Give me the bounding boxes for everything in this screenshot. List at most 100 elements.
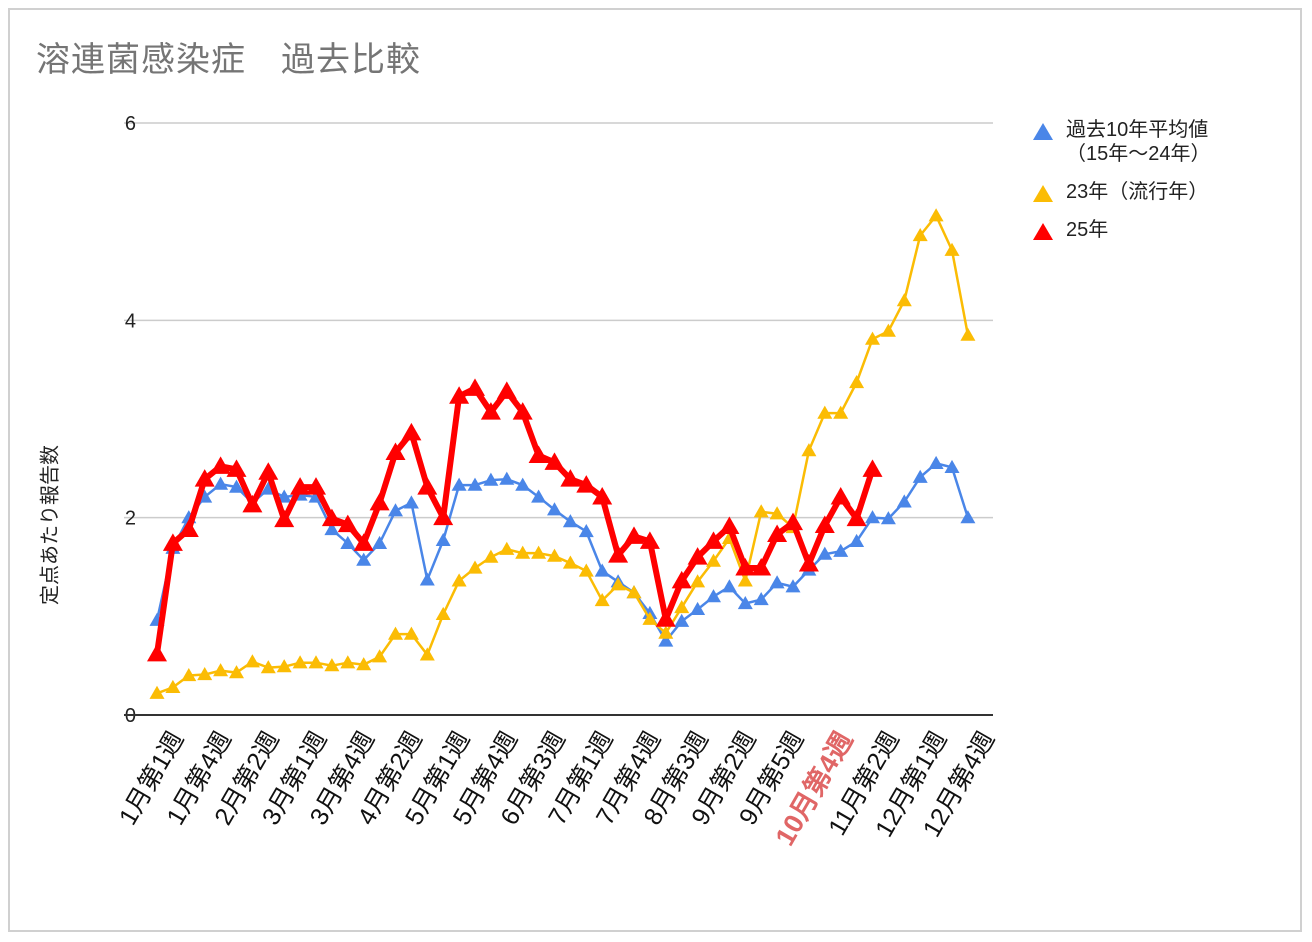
data-point[interactable] [865,510,880,524]
data-point[interactable] [783,512,803,531]
data-point[interactable] [449,386,470,404]
data-point[interactable] [483,472,499,486]
legend-item-2025[interactable]: 25年 [1032,218,1211,242]
data-point[interactable] [880,511,896,525]
data-point[interactable] [896,494,912,508]
data-point[interactable] [960,510,976,524]
data-point[interactable] [960,327,976,341]
data-point[interactable] [197,667,213,681]
data-point[interactable] [896,293,912,307]
data-point[interactable] [849,374,865,389]
data-point[interactable] [531,489,547,503]
data-point[interactable] [435,606,451,620]
data-point[interactable] [451,477,467,491]
data-point[interactable] [560,469,581,487]
data-point[interactable] [706,553,721,567]
data-point[interactable] [321,508,342,527]
data-point[interactable] [451,573,467,587]
data-point[interactable] [737,596,753,610]
data-point[interactable] [687,547,708,565]
data-point[interactable] [229,479,244,493]
data-point[interactable] [210,456,231,474]
data-point[interactable] [862,459,883,477]
data-point[interactable] [403,495,419,509]
legend-item-2023[interactable]: 23年（流行年） [1032,180,1211,204]
data-point[interactable] [213,476,229,490]
data-point[interactable] [703,531,724,549]
data-point[interactable] [880,323,896,337]
data-point[interactable] [162,533,183,551]
data-point[interactable] [356,552,372,566]
data-point[interactable] [849,533,865,547]
data-point[interactable] [594,563,610,577]
data-point[interactable] [178,519,199,538]
data-point[interactable] [369,492,390,511]
data-point[interactable] [260,660,276,674]
data-point[interactable] [308,655,324,669]
data-point[interactable] [833,405,849,419]
data-point[interactable] [658,633,674,647]
data-point[interactable] [419,572,435,586]
data-point[interactable] [767,524,788,542]
data-point[interactable] [388,503,403,517]
data-point[interactable] [817,546,833,560]
data-point[interactable] [194,469,215,487]
data-point[interactable] [671,570,692,589]
data-point[interactable] [578,523,594,538]
data-point[interactable] [372,649,388,663]
data-point[interactable] [944,459,960,473]
data-point[interactable] [639,531,660,549]
data-point[interactable] [912,469,928,483]
data-point[interactable] [324,658,340,672]
data-point[interactable] [419,647,435,661]
data-point[interactable] [690,574,706,588]
data-point[interactable] [944,242,960,256]
data-point[interactable] [337,514,358,533]
data-point[interactable] [833,543,849,557]
data-point[interactable] [610,577,626,591]
data-point[interactable] [719,516,740,535]
data-point[interactable] [865,331,880,345]
data-point[interactable] [655,609,676,627]
data-point[interactable] [798,554,819,572]
data-point[interactable] [147,643,167,662]
data-point[interactable] [388,626,403,640]
data-point[interactable] [324,522,340,536]
data-point[interactable] [242,494,263,513]
data-point[interactable] [562,555,578,569]
data-point[interactable] [274,509,295,528]
data-point[interactable] [562,514,578,528]
data-point[interactable] [528,445,549,464]
data-point[interactable] [769,506,785,520]
data-point[interactable] [149,685,165,699]
data-point[interactable] [785,579,801,593]
data-point[interactable] [483,549,499,563]
data-point[interactable] [433,507,454,526]
data-point[interactable] [292,655,308,669]
data-point[interactable] [706,589,721,603]
data-point[interactable] [928,208,944,222]
data-point[interactable] [608,545,629,563]
data-point[interactable] [181,668,197,682]
data-point[interactable] [674,599,690,614]
data-point[interactable] [340,535,356,549]
data-point[interactable] [480,402,501,420]
data-point[interactable] [229,665,244,679]
data-point[interactable] [356,657,372,671]
data-point[interactable] [417,477,438,495]
data-point[interactable] [769,575,785,589]
data-point[interactable] [467,560,483,574]
data-point[interactable] [258,462,279,480]
data-point[interactable] [531,545,547,559]
data-point[interactable] [721,579,737,593]
data-point[interactable] [753,504,769,518]
data-point[interactable] [276,659,292,673]
data-point[interactable] [340,655,356,669]
data-point[interactable] [226,459,247,477]
data-point[interactable] [624,526,644,544]
data-point[interactable] [499,541,515,555]
data-point[interactable] [353,533,374,551]
data-point[interactable] [372,535,388,549]
data-point[interactable] [515,477,531,491]
data-point[interactable] [690,601,706,616]
